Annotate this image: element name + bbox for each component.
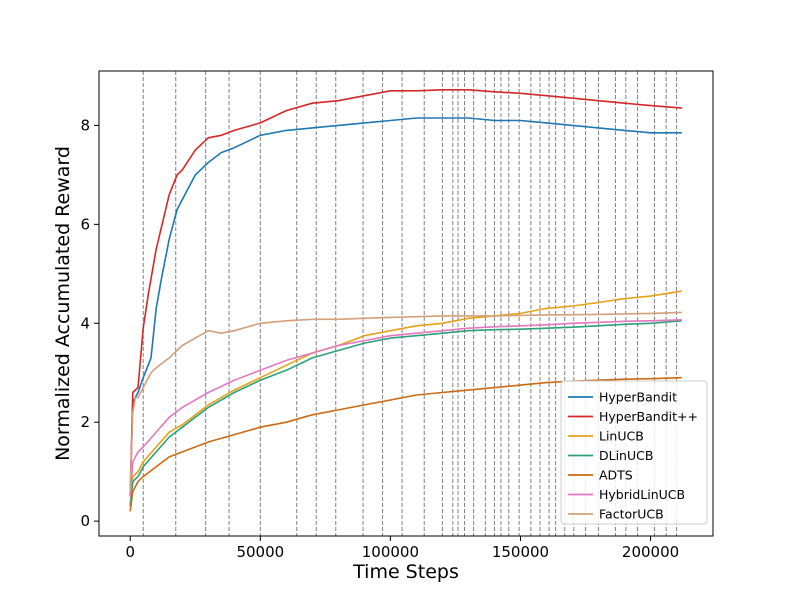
x-axis: 0 50000 100000 150000 200000	[125, 536, 679, 561]
series-lines	[129, 89, 682, 512]
legend-label: LinUCB	[599, 429, 644, 444]
plot-frame	[98, 70, 714, 537]
y-tick-label: 0	[80, 512, 90, 530]
y-tick-label: 6	[80, 215, 90, 233]
series-line-hyperbanditplusplus	[129, 89, 682, 497]
legend-box	[560, 380, 708, 525]
legend-label: ADTS	[599, 468, 633, 483]
series-line-linucb	[129, 290, 682, 507]
x-tick-label: 150000	[492, 543, 549, 561]
series-line-factorucb	[129, 311, 682, 492]
x-tick-label: 100000	[362, 543, 419, 561]
x-axis-label: Time Steps	[352, 561, 459, 583]
y-axis: 0 2 4 6 8	[80, 116, 99, 530]
legend-label: HyperBandit	[599, 390, 677, 405]
x-tick-label: 0	[125, 543, 135, 561]
legend: HyperBandit HyperBandit++ LinUCB DLinUCB ADT…	[560, 380, 708, 525]
series-line-hyperbandit	[129, 117, 682, 497]
y-tick-label: 2	[80, 413, 90, 431]
x-tick-label: 50000	[236, 543, 284, 561]
legend-label: HyperBandit++	[599, 409, 698, 424]
y-axis-label: Normalized Accumulated Reward	[52, 146, 74, 461]
y-tick-label: 8	[80, 116, 90, 134]
legend-label: FactorUCB	[599, 507, 664, 522]
legend-label: DLinUCB	[599, 448, 653, 463]
legend-label: HybridLinUCB	[599, 487, 685, 502]
series-line-hybridlinucb	[129, 319, 682, 497]
x-tick-label: 200000	[622, 543, 679, 561]
series-line-dlinucb	[129, 320, 682, 507]
y-tick-label: 4	[80, 314, 90, 332]
